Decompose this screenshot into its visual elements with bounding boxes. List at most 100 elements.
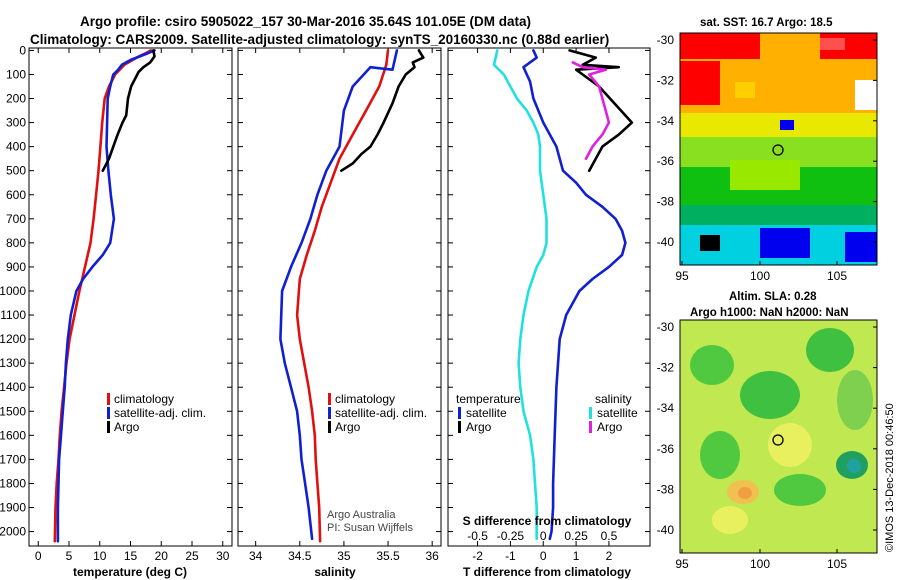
lat-tick-label: -36 bbox=[657, 442, 675, 456]
legend-temperature-title: temperature bbox=[456, 392, 521, 406]
x-tick-label: 10 bbox=[93, 549, 107, 563]
salinity-diff-tick-label: -0.25 bbox=[497, 529, 525, 543]
depth-tick-label: 1400 bbox=[0, 380, 26, 394]
depth-tick-label: 1500 bbox=[0, 404, 26, 418]
salinity-diff-tick-label: -0.5 bbox=[467, 529, 488, 543]
lat-tick-label: -38 bbox=[657, 195, 675, 209]
series-line-t-satellite bbox=[522, 49, 627, 541]
legend-t-satellite-mark bbox=[458, 407, 461, 419]
depth-tick-label: 500 bbox=[6, 164, 26, 178]
depth-tick-label: 600 bbox=[6, 188, 26, 202]
temperature-x-ticks: 0 5 10 15 20 25 30 bbox=[35, 48, 230, 563]
x-tick-label: 36 bbox=[425, 549, 439, 563]
legend-t-argo-mark bbox=[458, 421, 461, 433]
x-tick-label: 5 bbox=[66, 549, 73, 563]
legend-climatology-label: climatology bbox=[335, 392, 395, 406]
difference-xlabel: T difference from climatology bbox=[463, 565, 631, 579]
x-tick-label: 0 bbox=[35, 549, 42, 563]
depth-tick-label: 1000 bbox=[0, 284, 26, 298]
sst-field bbox=[680, 33, 877, 265]
sla-argo-location-marker bbox=[772, 434, 784, 446]
lon-tick-label: 100 bbox=[750, 269, 770, 283]
lat-tick-label: -34 bbox=[657, 114, 675, 128]
temperature-legend: climatology satellite-adj. clim. Argo bbox=[107, 392, 206, 434]
sla-field bbox=[680, 320, 877, 553]
header-line-1: Argo profile: csiro 5905022_157 30-Mar-2… bbox=[80, 14, 531, 29]
depth-tick-label: 1700 bbox=[0, 452, 26, 466]
depth-tick-label: 900 bbox=[6, 260, 26, 274]
x-tick-label: 30 bbox=[216, 549, 230, 563]
difference-panel: -2 -1 0 1 2 -0.5 -0.25 0 0.25 0.5 S difference f… bbox=[447, 47, 651, 579]
x-tick-label: 34.5 bbox=[288, 549, 312, 563]
depth-tick-label: 1300 bbox=[0, 356, 26, 370]
depth-tick-label: 1900 bbox=[0, 501, 26, 515]
salinity-depth-ticks bbox=[238, 49, 441, 533]
x-tick-label: 1 bbox=[573, 549, 580, 563]
legend-argo-mark bbox=[328, 421, 331, 433]
x-tick-label: 20 bbox=[155, 549, 169, 563]
legend-satellite-mark bbox=[328, 407, 331, 419]
legend-satellite-label: satellite-adj. clim. bbox=[114, 406, 206, 420]
depth-tick-label: 300 bbox=[6, 116, 26, 130]
depth-tick-label: 1600 bbox=[0, 428, 26, 442]
temperature-xlabel: temperature (deg C) bbox=[73, 565, 187, 579]
salinity-diff-tick-label: 0 bbox=[540, 529, 547, 543]
x-tick-label: 35.5 bbox=[376, 549, 400, 563]
sla-map: Altim. SLA: 0.28 Argo h1000: NaN h2000: … bbox=[657, 291, 878, 571]
x-tick-label: 0 bbox=[540, 549, 547, 563]
sla-lon-ticks: 95 100 105 bbox=[675, 549, 847, 571]
legend-s-argo-mark bbox=[589, 421, 592, 433]
depth-tick-label: 2000 bbox=[0, 525, 26, 539]
depth-tick-label: 400 bbox=[6, 140, 26, 154]
series-line-t-argo bbox=[568, 49, 634, 172]
sst-lon-ticks: 95 100 105 bbox=[675, 261, 847, 283]
depth-tick-label: 800 bbox=[6, 236, 26, 250]
series-line-satellite-adj-clim- bbox=[56, 49, 156, 543]
legend-t-argo-label: Argo bbox=[466, 420, 492, 434]
legend-climatology-mark bbox=[328, 393, 331, 405]
x-tick-label: 35 bbox=[337, 549, 351, 563]
series-line-satellite-adj-clim- bbox=[279, 49, 399, 541]
lat-tick-label: -38 bbox=[657, 482, 675, 496]
salinity-panel: 34 34.5 35 35.5 36 salinity climatology sate… bbox=[237, 47, 442, 579]
depth-tick-label: 0 bbox=[19, 43, 26, 57]
pi-note: PI: Susan Wijffels bbox=[327, 522, 413, 534]
salinity-diff-tick-label: 0.25 bbox=[564, 529, 588, 543]
series-line-climatology bbox=[53, 49, 153, 543]
legend-satellite-label: satellite-adj. clim. bbox=[335, 406, 427, 420]
series-line-climatology bbox=[295, 49, 390, 543]
imos-credit: ©IMOS 13-Dec-2018 00:46:50 bbox=[884, 403, 896, 552]
lon-tick-label: 100 bbox=[750, 557, 770, 571]
sst-map-title: sat. SST: 16.7 Argo: 18.5 bbox=[700, 17, 833, 29]
legend-satellite-mark bbox=[107, 407, 110, 419]
sst-argo-location-marker bbox=[772, 144, 784, 156]
sla-lat-ticks: -30 -32 -34 -36 -38 -40 bbox=[657, 320, 877, 537]
lat-tick-label: -30 bbox=[657, 320, 675, 334]
legend-climatology-mark bbox=[107, 393, 110, 405]
sla-map-title: Altim. SLA: 0.28 bbox=[729, 291, 817, 303]
temperature-lines bbox=[53, 49, 156, 543]
lat-tick-label: -34 bbox=[657, 401, 675, 415]
lat-tick-label: -32 bbox=[657, 361, 675, 375]
lon-tick-label: 105 bbox=[827, 557, 847, 571]
lat-tick-label: -30 bbox=[657, 33, 675, 47]
depth-tick-label: 1200 bbox=[0, 332, 26, 346]
sla-map-frame bbox=[679, 319, 878, 554]
series-line-s-satellite bbox=[492, 49, 548, 541]
sst-map: sat. SST: 16.7 Argo: 18.5 -30-32-34-36-3… bbox=[657, 17, 878, 283]
sst-map-frame bbox=[679, 32, 878, 266]
depth-tick-label: 700 bbox=[6, 212, 26, 226]
x-tick-label: 25 bbox=[185, 549, 199, 563]
difference-x-ticks: -2 -1 0 1 2 bbox=[472, 48, 613, 563]
depth-tick-label: 1800 bbox=[0, 476, 26, 490]
legend-argo-label: Argo bbox=[114, 420, 140, 434]
argo-australia-note: Argo Australia bbox=[327, 509, 396, 521]
legend-climatology-label: climatology bbox=[114, 392, 174, 406]
series-line-s-argo bbox=[571, 61, 611, 160]
depth-tick-label: 200 bbox=[6, 92, 26, 106]
series-line-argo bbox=[339, 49, 425, 172]
salinity-diff-tick-label: 0.5 bbox=[601, 529, 618, 543]
lat-tick-label: -40 bbox=[657, 235, 675, 249]
legend-salinity-title: salinity bbox=[595, 392, 632, 406]
sst-lat-ticks: -30 -32 -34 -36 -38 -40 bbox=[657, 33, 877, 249]
